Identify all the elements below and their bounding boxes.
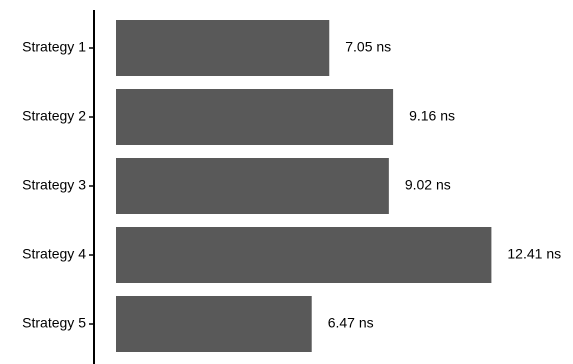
- bar-3: [116, 158, 389, 214]
- data-label-1: 7.05 ns: [345, 39, 391, 55]
- data-label-3: 9.02 ns: [405, 177, 451, 193]
- data-label-4: 12.41 ns: [507, 246, 561, 262]
- y-tick-label-5: Strategy 5: [22, 315, 86, 331]
- y-tick-label-1: Strategy 1: [22, 39, 86, 55]
- y-tick-label-4: Strategy 4: [22, 246, 86, 262]
- y-tick-label-2: Strategy 2: [22, 108, 86, 124]
- y-axis: [89, 10, 95, 364]
- bars-group: [116, 20, 492, 352]
- labels-group: Strategy 1 7.05 ns Strategy 2 9.16 ns Strate…: [22, 39, 561, 331]
- data-label-5: 6.47 ns: [328, 315, 374, 331]
- data-label-2: 9.16 ns: [409, 108, 455, 124]
- y-tick-label-3: Strategy 3: [22, 177, 86, 193]
- bar-5: [116, 296, 312, 352]
- bar-4: [116, 227, 492, 283]
- bar-2: [116, 89, 394, 145]
- bar-1: [116, 20, 330, 76]
